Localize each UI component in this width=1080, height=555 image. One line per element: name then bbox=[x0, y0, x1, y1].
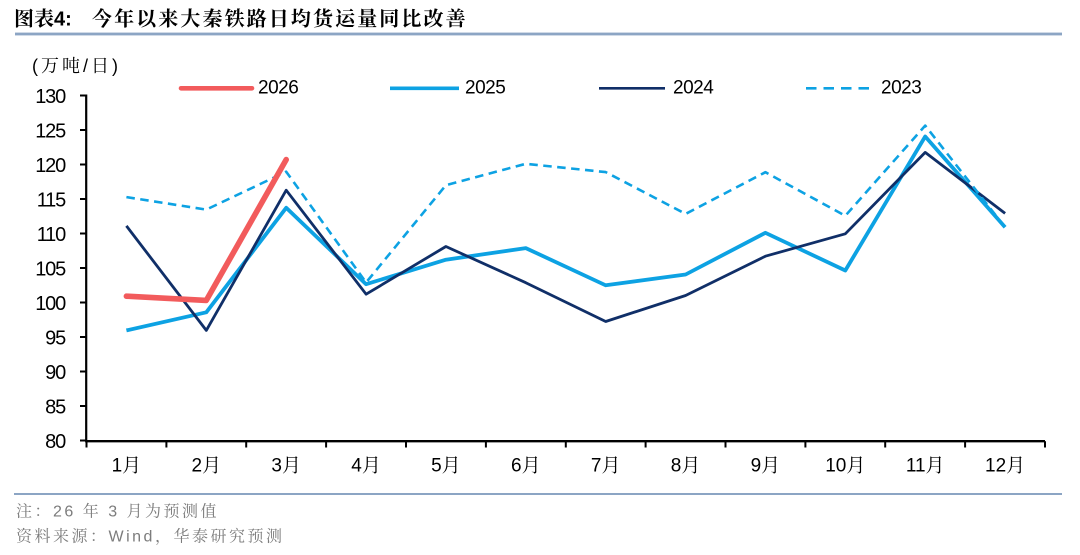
svg-text:资料来源：Wind，华泰研究预测: 资料来源：Wind，华泰研究预测 bbox=[16, 528, 284, 546]
svg-text:2025: 2025 bbox=[465, 78, 505, 99]
svg-text:115: 115 bbox=[37, 189, 66, 211]
svg-text:2024: 2024 bbox=[673, 78, 714, 99]
svg-text:1月: 1月 bbox=[112, 456, 142, 477]
svg-text:110: 110 bbox=[37, 224, 66, 246]
svg-text:今年以来大秦铁路日均货运量同比改善: 今年以来大秦铁路日均货运量同比改善 bbox=[92, 7, 468, 31]
svg-text:4月: 4月 bbox=[351, 456, 381, 477]
svg-text:105: 105 bbox=[35, 258, 66, 280]
svg-text:8月: 8月 bbox=[671, 456, 701, 477]
svg-text:125: 125 bbox=[35, 120, 66, 142]
svg-text:(万吨/日): (万吨/日) bbox=[32, 56, 121, 76]
svg-text:图表4:: 图表4: bbox=[14, 7, 72, 31]
svg-text:95: 95 bbox=[45, 327, 66, 349]
svg-text:2月: 2月 bbox=[192, 456, 222, 477]
svg-text:120: 120 bbox=[35, 155, 66, 177]
svg-text:12月: 12月 bbox=[985, 456, 1025, 477]
svg-text:注：26 年 3 月为预测值: 注：26 年 3 月为预测值 bbox=[16, 502, 219, 521]
svg-text:10月: 10月 bbox=[825, 456, 865, 477]
svg-text:100: 100 bbox=[35, 293, 66, 315]
svg-text:130: 130 bbox=[35, 86, 66, 108]
svg-text:85: 85 bbox=[45, 396, 66, 418]
svg-text:80: 80 bbox=[45, 431, 66, 453]
svg-text:3月: 3月 bbox=[271, 456, 301, 477]
svg-text:7月: 7月 bbox=[591, 456, 621, 477]
svg-text:2026: 2026 bbox=[258, 78, 298, 99]
svg-text:5月: 5月 bbox=[431, 456, 461, 477]
svg-text:90: 90 bbox=[45, 362, 66, 384]
svg-text:9月: 9月 bbox=[751, 456, 781, 477]
svg-text:11月: 11月 bbox=[906, 456, 945, 477]
svg-text:2023: 2023 bbox=[881, 78, 921, 99]
svg-text:6月: 6月 bbox=[511, 456, 541, 477]
